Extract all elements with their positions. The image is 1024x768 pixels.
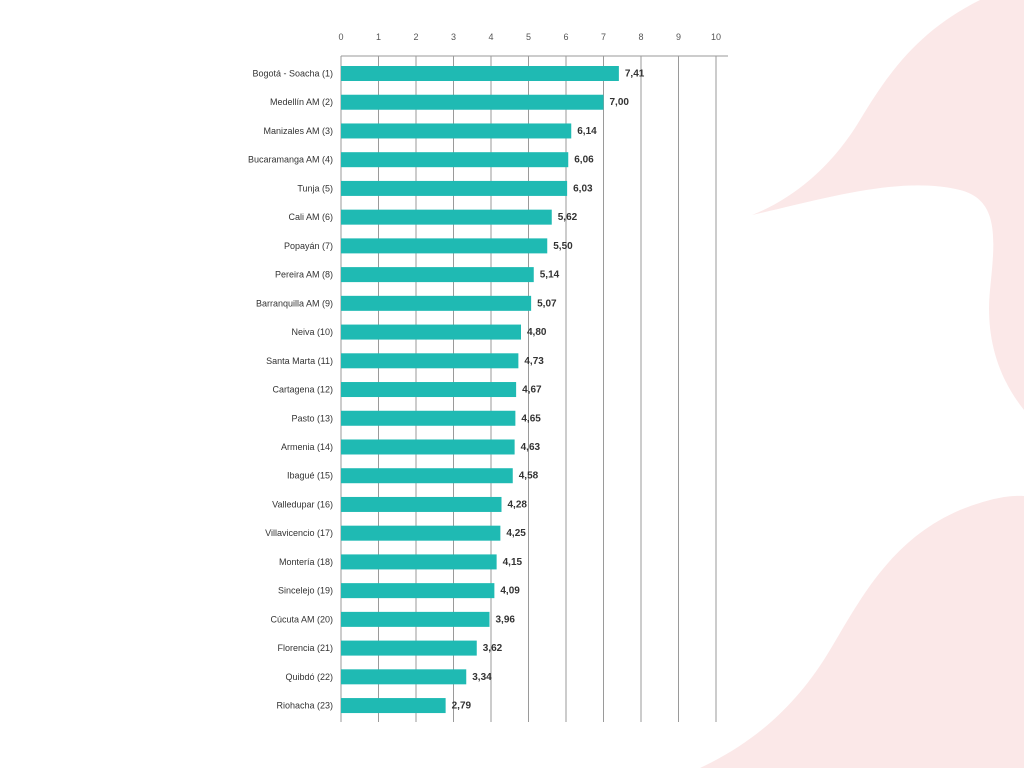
value-label: 4,25 <box>506 528 526 539</box>
value-label: 4,67 <box>522 385 542 396</box>
category-label: Santa Marta (11) <box>266 356 333 366</box>
bar <box>341 640 477 656</box>
value-label: 7,41 <box>625 69 645 80</box>
category-label: Sincelejo (19) <box>278 586 333 596</box>
value-label: 4,58 <box>519 471 539 482</box>
bar <box>341 439 515 455</box>
category-label: Bucaramanga AM (4) <box>248 155 333 165</box>
value-label: 4,09 <box>500 586 520 597</box>
category-label: Pasto (13) <box>291 413 333 423</box>
x-tick-label: 7 <box>601 32 606 42</box>
x-tick-label: 10 <box>711 32 721 42</box>
bar <box>341 267 534 283</box>
value-label: 4,65 <box>521 413 541 424</box>
bar <box>341 353 519 369</box>
bar <box>341 180 568 196</box>
value-label: 5,50 <box>553 241 573 252</box>
bar <box>341 123 572 139</box>
bar <box>341 295 532 311</box>
bar <box>341 209 552 225</box>
category-label: Barranquilla AM (9) <box>256 298 333 308</box>
x-tick-label: 5 <box>526 32 531 42</box>
bar <box>341 583 495 599</box>
category-label: Manizales AM (3) <box>263 126 333 136</box>
category-label: Popayán (7) <box>284 241 333 251</box>
category-label: Villavicencio (17) <box>265 528 333 538</box>
bar <box>341 698 446 714</box>
value-label: 4,15 <box>503 557 523 568</box>
value-label: 5,14 <box>540 270 560 281</box>
category-label: Bogotá - Soacha (1) <box>252 69 333 79</box>
x-tick-label: 2 <box>413 32 418 42</box>
x-tick-label: 6 <box>563 32 568 42</box>
bar <box>341 94 604 110</box>
category-label: Neiva (10) <box>291 327 333 337</box>
x-tick-label: 9 <box>676 32 681 42</box>
x-tick-label: 8 <box>638 32 643 42</box>
category-label: Cali AM (6) <box>288 212 333 222</box>
bar <box>341 468 513 484</box>
bar <box>341 66 619 81</box>
value-label: 4,73 <box>524 356 544 367</box>
category-label: Montería (18) <box>279 557 333 567</box>
value-label: 6,14 <box>577 126 597 137</box>
bar <box>341 611 490 627</box>
x-tick-label: 3 <box>451 32 456 42</box>
category-label: Ibagué (15) <box>287 471 333 481</box>
x-tick-label: 1 <box>376 32 381 42</box>
category-label: Pereira AM (8) <box>275 270 333 280</box>
decor-shape-bottom <box>700 495 1024 768</box>
category-label: Armenia (14) <box>281 442 333 452</box>
value-label: 2,79 <box>452 701 472 712</box>
bar <box>341 669 467 685</box>
bar <box>341 152 569 168</box>
bar <box>341 554 497 570</box>
category-label: Valledupar (16) <box>272 499 333 509</box>
category-label: Cartagena (12) <box>272 385 333 395</box>
category-label: Quibdó (22) <box>285 672 333 682</box>
value-label: 6,06 <box>574 155 594 166</box>
bar <box>341 410 516 426</box>
value-label: 4,80 <box>527 327 547 338</box>
value-label: 3,96 <box>496 614 516 625</box>
value-label: 5,07 <box>537 298 557 309</box>
decor-shape-top <box>752 0 1024 410</box>
bar <box>341 525 501 541</box>
x-tick-label: 0 <box>338 32 343 42</box>
bar <box>341 238 548 254</box>
category-label: Riohacha (23) <box>276 701 333 711</box>
bar <box>341 382 517 398</box>
x-tick-label: 4 <box>488 32 493 42</box>
category-label: Tunja (5) <box>297 183 333 193</box>
value-label: 4,63 <box>521 442 541 453</box>
bar <box>341 496 502 512</box>
value-label: 4,28 <box>508 499 528 510</box>
category-label: Cúcuta AM (20) <box>270 614 333 624</box>
category-label: Medellín AM (2) <box>270 97 333 107</box>
category-label: Florencia (21) <box>277 643 333 653</box>
value-label: 7,00 <box>610 97 630 108</box>
value-label: 3,34 <box>472 672 492 683</box>
value-label: 5,62 <box>558 212 578 223</box>
bar <box>341 324 521 340</box>
value-label: 3,62 <box>483 643 503 654</box>
value-label: 6,03 <box>573 183 593 194</box>
